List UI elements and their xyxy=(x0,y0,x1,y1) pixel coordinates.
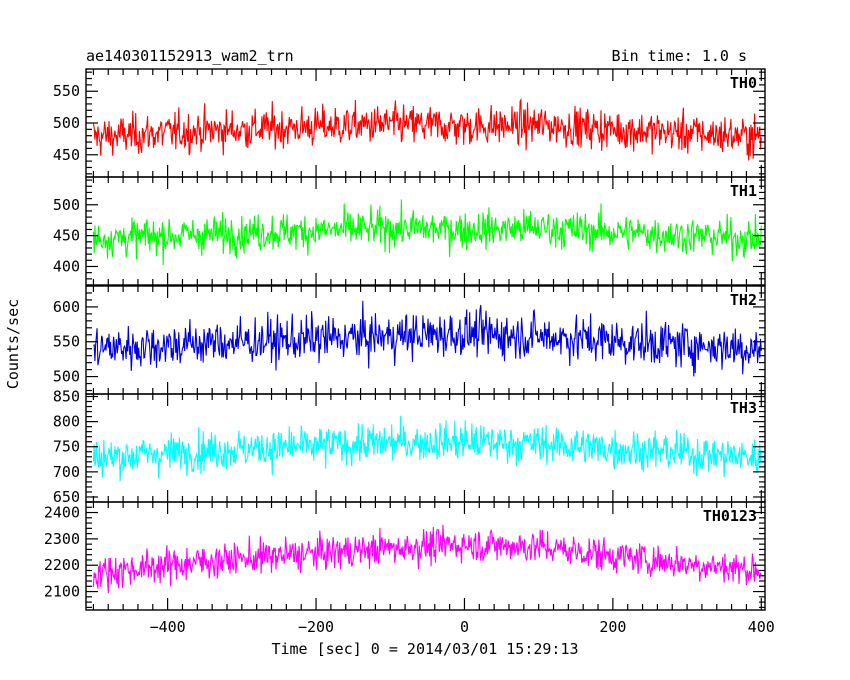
y-tick-label: 450 xyxy=(53,146,80,164)
x-tick-label: 400 xyxy=(748,618,775,636)
x-axis-label: Time [sec] 0 = 2014/03/01 15:29:13 xyxy=(271,640,578,658)
y-tick-label: 2300 xyxy=(44,530,80,548)
panels-group: 450 500 550 TH0 400 450 500 TH1 500 550 600 TH2 650 7… xyxy=(44,68,766,611)
panel-th2: 500 550 600 TH2 xyxy=(53,285,766,395)
y-tick-label: 400 xyxy=(53,257,80,275)
y-tick-label: 2100 xyxy=(44,583,80,601)
bin-time-label: Bin time: 1.0 s xyxy=(612,47,747,65)
y-axis-label: Counts/sec xyxy=(4,299,22,389)
panel-th0: 450 500 550 TH0 xyxy=(53,68,766,178)
y-tick-label: 550 xyxy=(53,333,80,351)
panel-frame xyxy=(85,501,766,611)
x-tick-label: −400 xyxy=(150,618,186,636)
panel-frame xyxy=(85,176,766,286)
series-line-th2 xyxy=(93,300,762,377)
panel-th3: 650 700 750 800 850 TH3 xyxy=(53,388,766,506)
y-tick-label: 700 xyxy=(53,463,80,481)
series-line-th0123 xyxy=(92,524,762,594)
y-tick-label: 500 xyxy=(53,196,80,214)
panel-label: TH3 xyxy=(730,399,757,417)
panel-label: TH0123 xyxy=(703,507,757,525)
panel-label: TH1 xyxy=(730,182,757,200)
y-tick-label: 450 xyxy=(53,227,80,245)
panel-label: TH0 xyxy=(730,74,757,92)
x-tick-label: −200 xyxy=(298,618,334,636)
panel-th1: 400 450 500 TH1 xyxy=(53,176,766,286)
y-tick-label: 2200 xyxy=(44,556,80,574)
series-line-th0 xyxy=(92,97,762,161)
x-tick-label: 200 xyxy=(599,618,626,636)
x-tick-label: 0 xyxy=(460,618,469,636)
x-axis: −400 −200 0 200 400 xyxy=(150,618,775,636)
series-line-th1 xyxy=(92,199,762,266)
y-tick-label: 850 xyxy=(53,388,80,406)
y-tick-label: 500 xyxy=(53,114,80,132)
y-tick-label: 750 xyxy=(53,438,80,456)
y-tick-label: 500 xyxy=(53,368,80,386)
panel-th0123: 2100 2200 2300 2400 TH0123 xyxy=(44,501,766,611)
y-tick-label: 550 xyxy=(53,82,80,100)
series-line-th3 xyxy=(92,416,762,482)
panel-label: TH2 xyxy=(730,291,757,309)
chart-title: ae140301152913_wam2_trn xyxy=(86,47,294,65)
y-tick-label: 600 xyxy=(53,298,80,316)
y-tick-label: 2400 xyxy=(44,504,80,522)
y-tick-label: 650 xyxy=(53,488,80,506)
y-tick-label: 800 xyxy=(53,413,80,431)
